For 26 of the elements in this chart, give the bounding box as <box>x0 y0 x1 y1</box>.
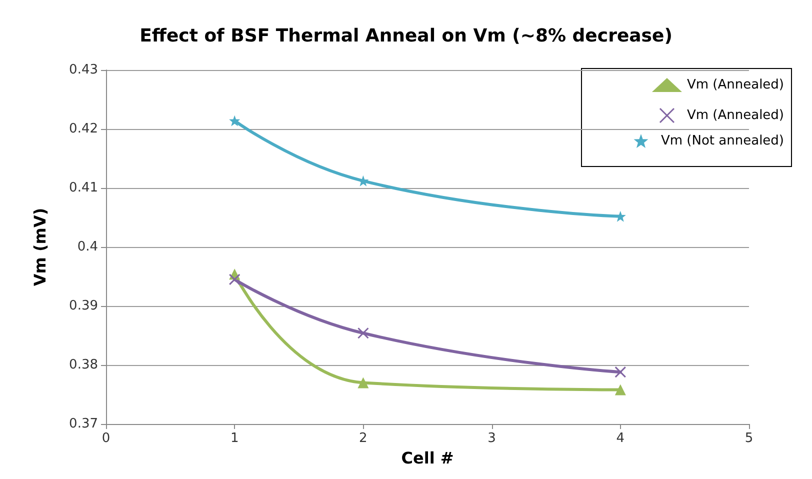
x-tick-label: 0 <box>102 431 110 446</box>
y-tick-label: 0.38 <box>69 358 98 372</box>
legend-label: Vm (Not annealed) <box>660 134 784 148</box>
point <box>614 384 626 396</box>
y-tick-label: 0.42 <box>69 122 98 136</box>
y-tick-label: 0.37 <box>69 416 98 432</box>
chart-title: Effect of BSF Thermal Anneal on Vm (~8% decrease) <box>140 26 672 46</box>
point <box>357 327 369 339</box>
point <box>228 274 240 286</box>
point <box>358 377 369 388</box>
point <box>614 210 626 222</box>
y-tick-label: 0.39 <box>69 298 98 314</box>
point <box>229 115 240 126</box>
legend-label: Vm (Annealed) <box>686 108 784 123</box>
y-tick-label: 0.4 <box>77 240 98 254</box>
y-tick-label: 0.41 <box>69 180 98 196</box>
x-tick-label: 3 <box>488 431 496 446</box>
point <box>614 366 626 378</box>
x-tick-label: 2 <box>359 431 368 446</box>
x-tick-label: 4 <box>616 431 625 446</box>
y-tick-label: 0.43 <box>69 62 98 78</box>
y-axis-title: Vm (mV) <box>30 208 50 286</box>
x-tick-label: 5 <box>744 431 754 446</box>
x-tick-label: 1 <box>230 431 239 446</box>
x-axis-title: Cell # <box>401 448 454 468</box>
legend-label: Vm (Annealed) <box>686 78 784 92</box>
